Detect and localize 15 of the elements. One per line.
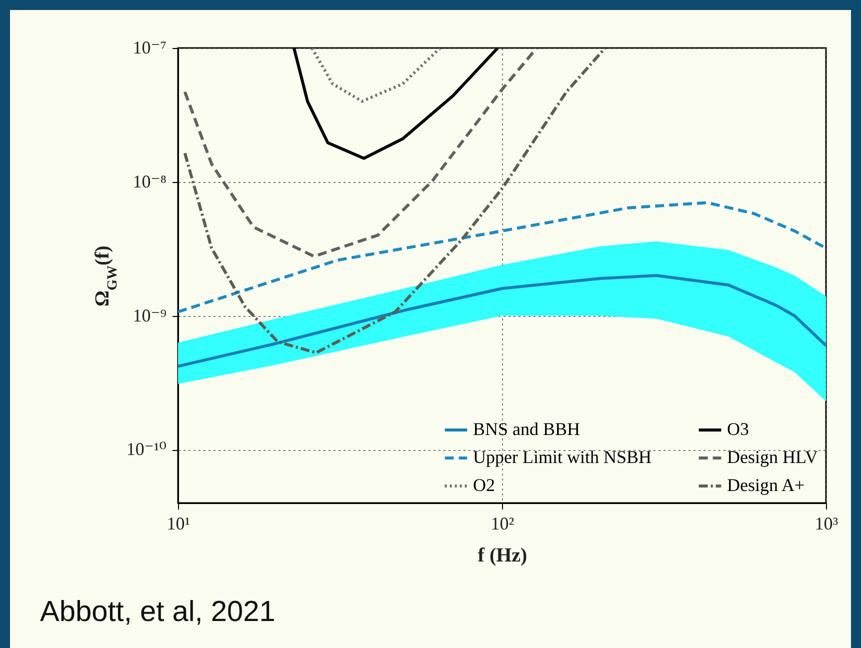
x-tick-label: 10³: [814, 514, 839, 534]
legend-label: O3: [727, 419, 749, 439]
x-tick-label: 10¹: [166, 514, 190, 534]
y-tick-label: 10⁻⁸: [132, 171, 166, 192]
legend-label: Design A+: [727, 475, 805, 495]
x-tick-label: 10²: [490, 514, 514, 534]
x-axis-title: f (Hz): [478, 544, 528, 566]
y-tick-label: 10⁻⁹: [132, 305, 166, 326]
legend-label: Design HLV: [727, 447, 818, 467]
text: Abbott, et al, 2021: [40, 596, 276, 629]
y-tick-label: 10⁻¹⁰: [126, 439, 166, 460]
legend-label: BNS and BBH: [473, 419, 580, 439]
legend-label: O2: [473, 475, 495, 495]
legend-label: Upper Limit with NSBH: [473, 447, 652, 467]
y-tick-label: 10⁻⁷: [132, 38, 166, 58]
